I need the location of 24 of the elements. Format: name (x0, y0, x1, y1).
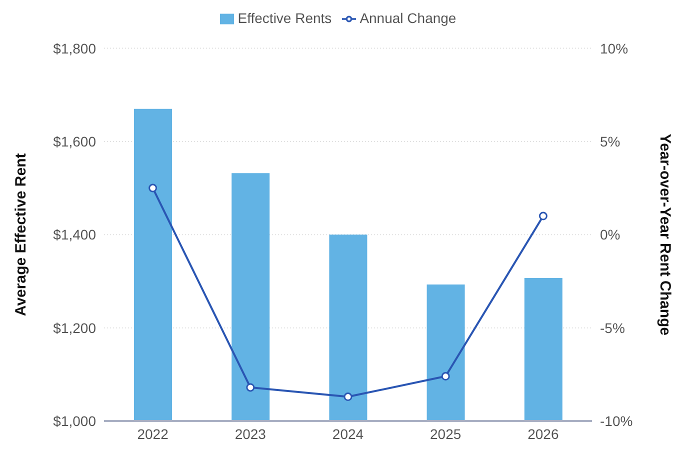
x-tick-label: 2026 (528, 426, 559, 442)
point (148, 184, 158, 192)
y2-tick-label: 10% (600, 40, 628, 56)
legend-label: Annual Change (360, 10, 456, 26)
y2-tick-label: 0% (600, 226, 620, 243)
y2-tick-label: 5% (600, 133, 620, 150)
point (538, 212, 548, 220)
x-tick-label: 2025 (430, 426, 462, 442)
y2-axis-title: Year-over-Year Rent Change (656, 134, 674, 336)
y2-tick-label: -5% (600, 320, 625, 336)
y-tick-label: $1,200 (53, 320, 96, 336)
point (344, 392, 352, 402)
y-tick-label: $1,800 (53, 40, 96, 56)
y-axis-title: Average Effective Rent (12, 153, 30, 316)
y2-tick-label: -10% (600, 412, 633, 429)
point (246, 383, 255, 392)
x-tick-label: 2023 (234, 426, 266, 442)
y-tick-label: $1,000 (53, 412, 96, 429)
point (441, 372, 450, 381)
y-tick-label: $1,600 (53, 133, 96, 150)
x-tick-label: 2024 (332, 426, 364, 442)
x-tick-label: 2022 (137, 426, 169, 442)
legend-label: Effective Rents (238, 10, 332, 26)
y-tick-label: $1,400 (53, 226, 96, 243)
